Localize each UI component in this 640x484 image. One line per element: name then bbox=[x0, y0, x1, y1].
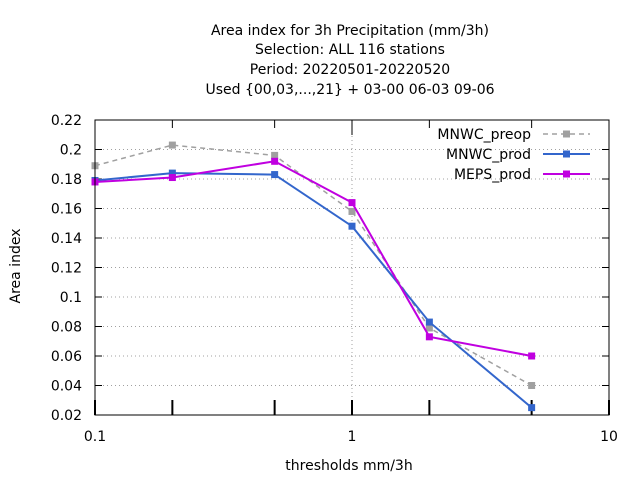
y-tick-label: 0.14 bbox=[51, 231, 82, 247]
legend-swatch-marker bbox=[563, 130, 570, 138]
y-tick-label: 0.02 bbox=[51, 408, 82, 424]
y-tick-label: 0.1 bbox=[60, 290, 82, 306]
y-tick-label: 0.2 bbox=[60, 143, 82, 159]
series-line bbox=[94, 160, 532, 357]
data-point bbox=[528, 352, 536, 360]
y-tick-label: 0.22 bbox=[51, 113, 82, 129]
y-tick-label: 0.12 bbox=[51, 261, 82, 277]
data-point bbox=[168, 141, 176, 149]
data-point bbox=[528, 382, 536, 389]
y-tick-label: 0.04 bbox=[51, 379, 82, 395]
plot-frame bbox=[94, 119, 610, 416]
data-point bbox=[168, 174, 176, 182]
data-point bbox=[271, 157, 279, 165]
x-tick-label: 0.1 bbox=[84, 429, 106, 445]
data-point bbox=[425, 324, 433, 332]
data-point bbox=[271, 171, 279, 179]
x-axis-label: thresholds mm/3h bbox=[285, 458, 412, 474]
legend-swatch-marker bbox=[563, 170, 570, 178]
x-tick-label: 10 bbox=[600, 429, 618, 445]
data-point bbox=[528, 404, 536, 412]
data-point bbox=[425, 318, 433, 326]
title-line: Area index for 3h Precipitation (mm/3h) bbox=[211, 23, 489, 39]
axis-ticks: 0.02 0.04 0.06 0.08 0.1 0.12 0.14 0.16 0.18 0.2 0.… bbox=[51, 113, 618, 445]
legend: MNWC_preop MNWC_prod MEPS_prod bbox=[437, 127, 590, 183]
series-line bbox=[94, 172, 533, 409]
chart-title: Area index for 3h Precipitation (mm/3h) … bbox=[205, 23, 494, 98]
data-point bbox=[348, 207, 356, 215]
data-point bbox=[425, 333, 433, 341]
legend-label: MNWC_preop bbox=[437, 127, 531, 143]
data-point bbox=[348, 222, 356, 230]
data-point bbox=[348, 199, 356, 207]
series-line bbox=[94, 144, 532, 387]
y-tick-label: 0.16 bbox=[51, 202, 82, 218]
y-tick-label: 0.08 bbox=[51, 320, 82, 336]
y-axis-label: Area index bbox=[8, 229, 24, 304]
y-tick-label: 0.06 bbox=[51, 349, 82, 365]
data-point bbox=[271, 151, 279, 159]
x-tick-label: 1 bbox=[348, 429, 357, 445]
title-line: Period: 20220501-20220520 bbox=[250, 62, 450, 78]
legend-swatch-marker bbox=[563, 150, 570, 158]
data-point bbox=[168, 169, 176, 177]
legend-label: MEPS_prod bbox=[454, 167, 531, 183]
y-tick-label: 0.18 bbox=[51, 172, 82, 188]
legend-label: MNWC_prod bbox=[446, 147, 531, 163]
title-line: Selection: ALL 116 stations bbox=[255, 42, 445, 58]
series-group bbox=[91, 141, 536, 412]
title-line: Used {00,03,...,21} + 03-00 06-03 09-06 bbox=[205, 82, 494, 98]
grid bbox=[95, 120, 609, 415]
